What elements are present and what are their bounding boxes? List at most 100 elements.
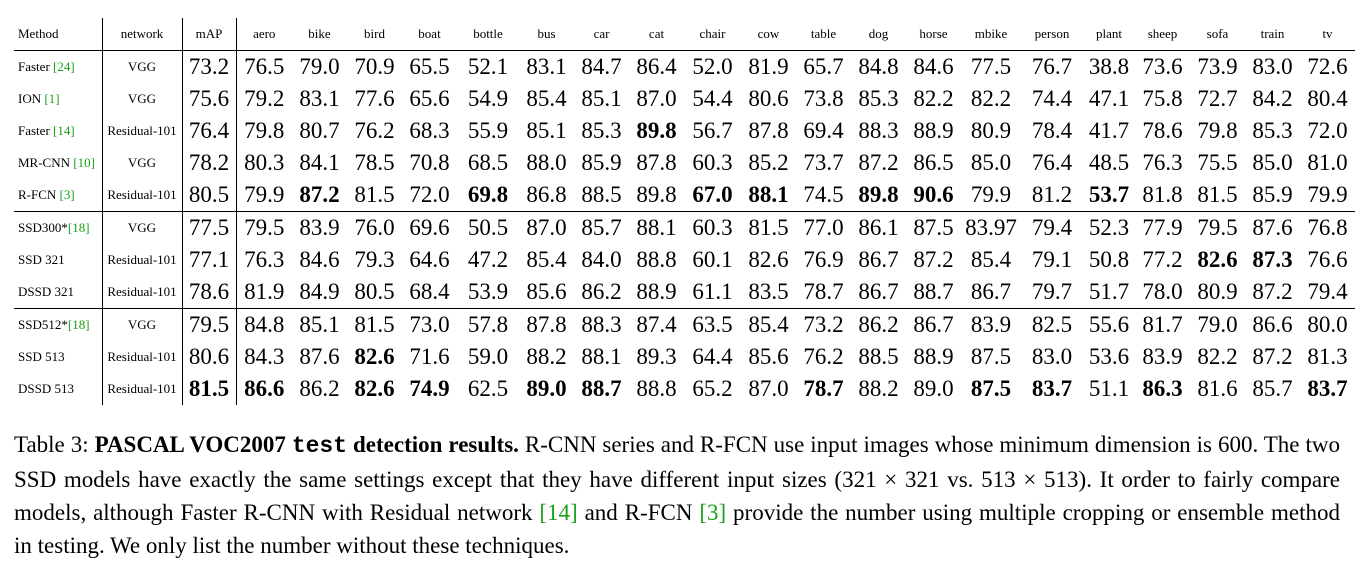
network-cell: VGG [102,211,183,244]
method-reference-link[interactable]: [18] [67,317,90,332]
ap-cell: 76.6 [1307,247,1348,272]
table-row: R-FCN [3] Residual-101 80.5 79.9 87.2 81.5 72.… [14,179,1355,212]
column-header: person [1021,18,1083,51]
table-row: SSD 321 Residual-101 77.1 76.3 84.6 79.3 64.6 4… [14,244,1355,276]
ap-cell: 88.1 [581,344,622,369]
ap-cell: 84.0 [581,247,622,272]
ap-cell: 47.1 [1088,86,1130,111]
ap-cell: 81.6 [1197,376,1238,401]
ap-cell: 88.2 [858,376,899,401]
ap-cell: 86.3 [1142,376,1183,401]
ap-cell: 83.0 [1252,54,1293,79]
network-cell: VGG [102,308,183,341]
ap-cell: 87.6 [299,344,340,369]
ap-cell: 73.6 [1142,54,1183,79]
method-reference-link[interactable]: [18] [67,220,90,235]
column-header: bike [292,18,347,51]
table-row: MR-CNN [10] VGG 78.2 80.3 84.1 78.5 70.8 68.5 88… [14,147,1355,179]
ap-cell: 80.9 [1197,279,1238,304]
method-reference-link[interactable]: [14] [53,123,75,138]
ap-cell: 85.4 [526,247,567,272]
ap-cell: 69.8 [467,182,509,207]
column-header: chair [684,18,741,51]
method-name: DSSD 513 [18,381,74,396]
ap-cell: 55.6 [1083,308,1135,341]
ap-cell: 78.4 [1031,118,1073,143]
network-cell: Residual-101 [102,179,183,212]
ap-cell: 84.9 [299,279,340,304]
ap-cell: 90.6 [913,182,954,207]
column-header: table [796,18,851,51]
method-name: R-FCN [18,187,60,202]
ap-cell: 87.2 [1252,344,1293,369]
ap-cell: 63.5 [684,308,741,341]
ap-cell: 76.3 [244,247,285,272]
ap-cell: 85.9 [581,150,622,175]
method-reference-link[interactable]: [24] [53,59,75,74]
ap-cell: 80.7 [299,118,340,143]
ap-cell: 79.9 [1307,182,1348,207]
ap-cell: 81.9 [748,54,789,79]
ap-cell: 53.6 [1088,344,1130,369]
caption-ref-3[interactable]: [3] [699,500,727,525]
ap-cell: 86.2 [581,279,622,304]
ap-cell: 85.1 [292,308,347,341]
ap-cell: 76.2 [354,118,395,143]
ap-cell: 82.2 [913,86,954,111]
ap-cell: 83.7 [1031,376,1073,401]
ap-cell: 60.3 [684,211,741,244]
ap-cell: 81.9 [244,279,285,304]
ap-cell: 76.0 [347,211,402,244]
ap-cell: 79.5 [1190,211,1245,244]
ap-cell: 86.7 [858,247,899,272]
ap-cell: 68.4 [409,279,450,304]
ap-cell: 81.0 [1307,150,1348,175]
ap-cell: 81.3 [1307,344,1348,369]
ap-cell: 53.7 [1088,182,1130,207]
method-name: Faster [18,59,54,74]
ap-cell: 86.2 [299,376,340,401]
ap-cell: 55.9 [467,118,509,143]
column-header: boat [402,18,457,51]
ap-cell: 53.9 [467,279,509,304]
ap-cell: 72.6 [1307,54,1348,79]
network-cell: VGG [102,147,183,179]
ap-cell: 76.3 [1142,150,1183,175]
ap-cell: 81.5 [741,211,796,244]
ap-cell: 78.6 [1142,118,1183,143]
ap-cell: 88.1 [629,211,684,244]
ap-cell: 87.2 [858,150,899,175]
ap-cell: 89.0 [913,376,954,401]
ap-cell: 77.9 [1135,211,1190,244]
ap-cell: 85.4 [970,247,1012,272]
table-row: SSD512*[18] VGG 79.5 84.8 85.1 81.5 73.0 57.8 87… [14,308,1355,341]
method-reference-link[interactable]: [10] [73,155,95,170]
ap-cell: 87.5 [970,376,1012,401]
ap-cell: 83.9 [1142,344,1183,369]
method-cell: MR-CNN [10] [14,147,103,179]
ap-cell: 64.4 [692,344,733,369]
ap-cell: 85.9 [1252,182,1293,207]
method-reference-link[interactable]: [3] [59,187,75,202]
ap-cell: 73.8 [803,86,844,111]
ap-cell: 77.0 [796,211,851,244]
ap-cell: 78.7 [803,279,844,304]
map-cell: 78.6 [182,276,237,309]
ap-cell: 87.6 [1245,211,1300,244]
column-header: plant [1083,18,1135,51]
ap-cell: 88.7 [913,279,954,304]
method-name: ION [18,91,45,106]
map-cell: 73.2 [182,50,237,83]
ap-cell: 80.3 [244,150,285,175]
ap-cell: 79.2 [244,86,285,111]
ap-cell: 88.8 [636,247,677,272]
method-name: DSSD 321 [18,284,74,299]
column-header: bottle [457,18,519,51]
ap-cell: 73.7 [803,150,844,175]
method-cell: ION [1] [14,83,103,115]
caption-title-mono: test [291,433,348,459]
method-reference-link[interactable]: [1] [44,91,60,106]
ap-cell: 72.7 [1197,86,1238,111]
caption-ref-14[interactable]: [14] [539,500,578,525]
table-body: Faster [24] VGG 73.2 76.5 79.0 70.9 65.5 52.1 83… [14,50,1355,405]
